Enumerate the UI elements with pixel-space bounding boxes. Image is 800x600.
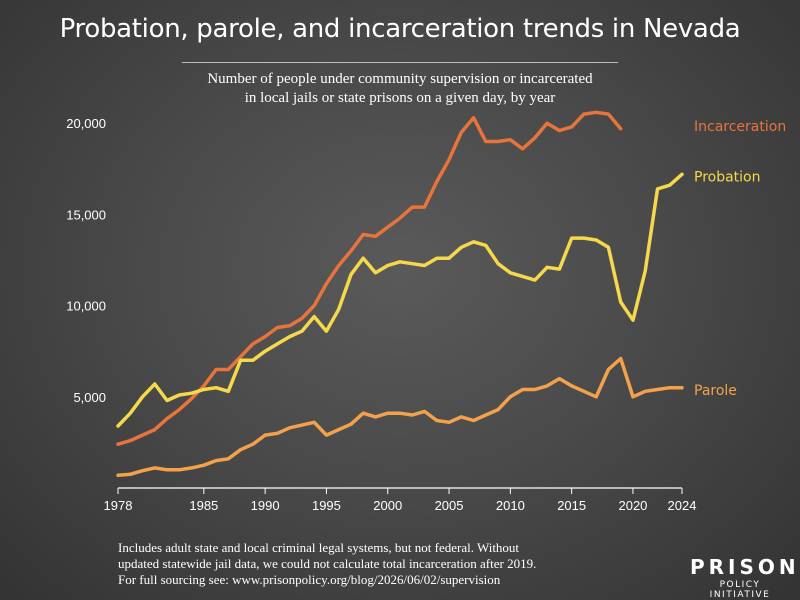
- incarceration-series-line: [116, 110, 623, 446]
- parole-series-line: [116, 356, 684, 477]
- y-tick-label: 20,000: [66, 116, 106, 131]
- footnote: Includes adult state and local criminal …: [118, 540, 638, 588]
- x-tick-label: 2000: [373, 498, 402, 513]
- footnote-line-1: Includes adult state and local criminal …: [118, 540, 520, 555]
- x-tick-label: 2005: [435, 498, 464, 513]
- x-tick-label: 2015: [557, 498, 586, 513]
- x-tick-label: 1995: [312, 498, 341, 513]
- probation-series-label: Probation: [694, 170, 761, 186]
- logo-main-text: PRISON: [690, 555, 800, 579]
- subtitle-divider: [182, 62, 618, 63]
- chart-title: Probation, parole, and incarceration tre…: [59, 14, 741, 44]
- incarceration-series-label: Incarceration: [694, 119, 786, 135]
- parole-series-label: Parole: [694, 383, 737, 399]
- footnote-line-2: updated statewide jail data, we could no…: [118, 556, 537, 571]
- x-tick-label: 2024: [668, 498, 697, 513]
- x-tick-label: 2010: [496, 498, 525, 513]
- chart-subtitle: Number of people under community supervi…: [150, 70, 650, 108]
- x-tick-label: 1990: [251, 498, 280, 513]
- y-tick-label: 5,000: [73, 390, 106, 405]
- prison-policy-initiative-logo: PRISON POLICY INITIATIVE: [690, 555, 800, 600]
- y-tick-label: 15,000: [66, 207, 106, 222]
- footnote-line-3: For full sourcing see: www.prisonpolicy.…: [118, 572, 501, 587]
- x-tick-label: 1985: [189, 498, 218, 513]
- subtitle-line-2: in local jails or state prisons on a giv…: [244, 90, 556, 106]
- subtitle-line-1: Number of people under community supervi…: [207, 71, 593, 87]
- x-tick-label: 1978: [104, 498, 133, 513]
- y-tick-label: 10,000: [66, 299, 106, 314]
- logo-sub-text: POLICY INITIATIVE: [709, 580, 771, 600]
- x-tick-label: 2020: [618, 498, 647, 513]
- probation-series-line: [116, 172, 684, 428]
